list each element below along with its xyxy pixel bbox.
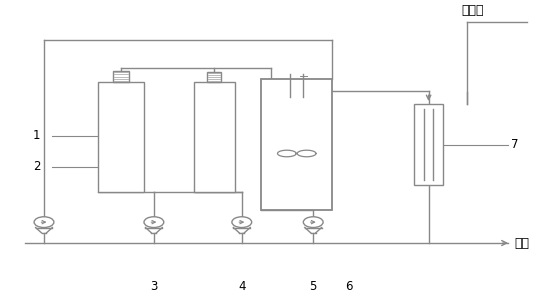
- Circle shape: [304, 217, 323, 227]
- Text: 2: 2: [33, 161, 41, 173]
- Text: 3: 3: [150, 280, 158, 293]
- Bar: [261, 79, 332, 210]
- Bar: [113, 72, 129, 82]
- Text: 4: 4: [238, 280, 245, 293]
- Bar: [415, 104, 443, 185]
- Text: 6: 6: [345, 280, 352, 293]
- Circle shape: [144, 217, 164, 227]
- Text: 补充水: 补充水: [462, 4, 484, 17]
- Circle shape: [232, 217, 251, 227]
- Text: 1: 1: [33, 129, 41, 142]
- Text: 7: 7: [511, 138, 518, 151]
- Bar: [98, 82, 144, 192]
- Bar: [194, 82, 235, 192]
- Text: 采出: 采出: [515, 236, 530, 250]
- Bar: [207, 72, 221, 82]
- Circle shape: [34, 217, 54, 227]
- Text: 5: 5: [310, 280, 317, 293]
